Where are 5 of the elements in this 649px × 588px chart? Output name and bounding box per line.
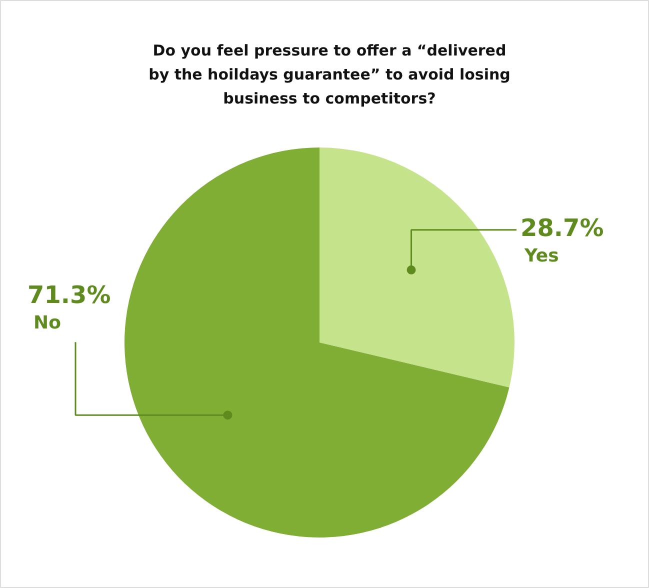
data-label: 28.7%	[520, 214, 604, 242]
slice-label: No	[34, 312, 61, 334]
chart-title: Do you feel pressure to offer a “delivered by the hoildays guarantee” to avoid losing business to competitors?	[148, 42, 510, 108]
slice-label: Yes	[524, 245, 559, 266]
data-label: 71.3%	[28, 281, 111, 310]
